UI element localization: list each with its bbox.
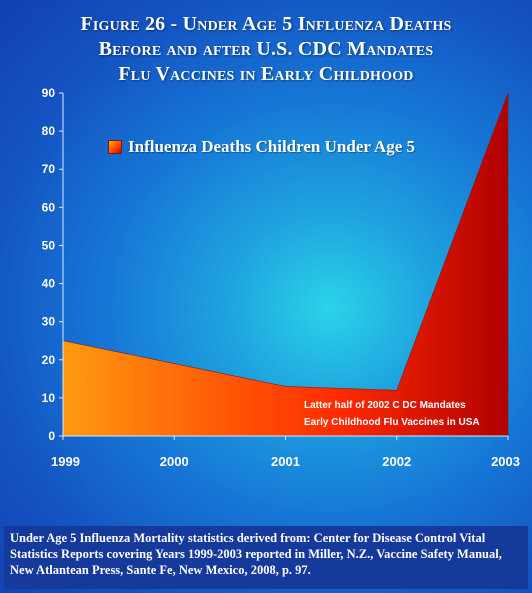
title-line-2: Before and after U.S. CDC Mandates [98, 38, 434, 60]
x-tick-label: 1999 [51, 454, 80, 469]
chart-title: Figure 26 - Under Age 5 Influenza Deaths… [0, 12, 532, 87]
title-line-1: Figure 26 - Under Age 5 Influenza Deaths [80, 13, 452, 35]
legend: Influenza Deaths Children Under Age 5 [108, 137, 415, 157]
legend-swatch [108, 140, 122, 154]
series-area [62, 92, 509, 437]
y-tick-label: 70 [42, 162, 56, 176]
y-tick-label: 0 [48, 429, 55, 443]
y-tick-label: 50 [42, 238, 56, 252]
legend-label: Influenza Deaths Children Under Age 5 [128, 137, 415, 156]
y-tick-label: 40 [42, 277, 56, 291]
y-tick-label: 90 [42, 86, 56, 100]
x-tick-label: 2001 [271, 454, 300, 469]
y-tick-label: 60 [42, 200, 56, 214]
y-tick-label: 80 [42, 124, 56, 138]
x-tick-label: 2002 [382, 454, 411, 469]
y-tick-label: 30 [42, 315, 56, 329]
x-tick-label: 2003 [491, 454, 520, 469]
title-line-3: Flu Vaccines in Early Childhood [118, 63, 414, 85]
y-tick-label: 20 [42, 353, 56, 367]
source-note: Under Age 5 Influenza Mortality statisti… [4, 526, 528, 589]
annotation-line-2: Early Childhood Flu Vaccines in USA [304, 417, 480, 428]
y-tick-label: 10 [42, 391, 56, 405]
x-tick-label: 2000 [160, 454, 189, 469]
annotation-line-1: Latter half of 2002 C DC Mandates [304, 400, 466, 411]
